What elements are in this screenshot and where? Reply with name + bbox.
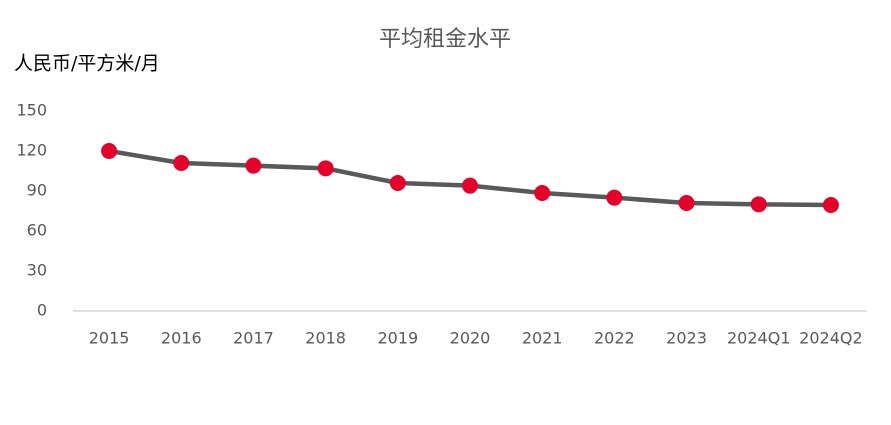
x-tick-label: 2022 xyxy=(594,329,635,348)
y-axis-label: 人民币/平方米/月 xyxy=(14,53,160,75)
data-marker xyxy=(173,155,190,171)
y-tick-label: 60 xyxy=(27,221,47,240)
y-tick-label: 30 xyxy=(27,261,47,280)
y-tick-label: 150 xyxy=(16,101,47,120)
x-tick-label: 2017 xyxy=(233,329,274,348)
x-tick-label: 2020 xyxy=(450,329,491,348)
data-marker xyxy=(462,177,478,194)
data-marker xyxy=(534,185,551,201)
data-marker xyxy=(606,189,623,206)
data-marker xyxy=(822,197,839,213)
data-marker xyxy=(389,175,406,191)
data-marker xyxy=(750,196,767,213)
x-tick-label: 2021 xyxy=(522,329,563,348)
x-tick-label: 2015 xyxy=(89,329,130,348)
data-marker xyxy=(245,157,262,174)
y-tick-label: 90 xyxy=(27,181,47,200)
y-tick-label: 0 xyxy=(37,301,47,320)
x-tick-label: 2024Q1 xyxy=(727,329,791,348)
x-tick-label: 2018 xyxy=(305,329,346,348)
data-marker xyxy=(678,195,695,211)
x-tick-label: 2023 xyxy=(666,329,707,348)
x-tick-label: 2024Q2 xyxy=(799,329,863,348)
x-tick-label: 2016 xyxy=(161,329,202,348)
y-tick-label: 120 xyxy=(16,141,47,160)
data-marker xyxy=(317,160,334,177)
x-tick-label: 2019 xyxy=(377,329,418,348)
chart-title: 平均租金水平 xyxy=(379,27,511,52)
data-marker xyxy=(101,143,118,159)
